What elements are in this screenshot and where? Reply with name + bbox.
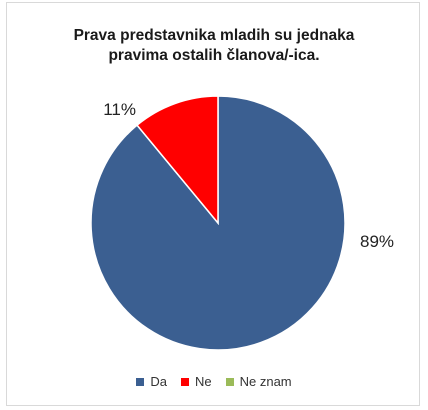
data-label-ne: 11% (103, 100, 136, 119)
legend-item-ne: Ne (180, 374, 212, 389)
legend-swatch-da (136, 377, 145, 386)
legend-label-da: Da (150, 374, 167, 389)
pie-slices (90, 95, 346, 351)
chart-title: Prava predstavnika mladih su jednaka pra… (0, 26, 428, 66)
legend-label-ne: Ne (194, 374, 212, 389)
pie-data-labels: 89% 11% (103, 100, 394, 251)
pie-slice-ne (135, 95, 219, 226)
legend-swatch-ne-znam (225, 377, 234, 386)
data-label-da: 89% (360, 232, 394, 251)
chart-legend: Da Ne Ne znam (0, 374, 428, 389)
legend-item-ne-znam: Ne znam (225, 374, 292, 389)
legend-item-da: Da (136, 374, 167, 389)
chart-title-line-1: Prava predstavnika mladih su jednaka (73, 27, 355, 44)
chart-title-line-2: pravima ostalih članova/-ica. (108, 47, 320, 64)
legend-swatch-ne (180, 377, 189, 386)
legend-label-ne-znam: Ne znam (239, 374, 292, 389)
